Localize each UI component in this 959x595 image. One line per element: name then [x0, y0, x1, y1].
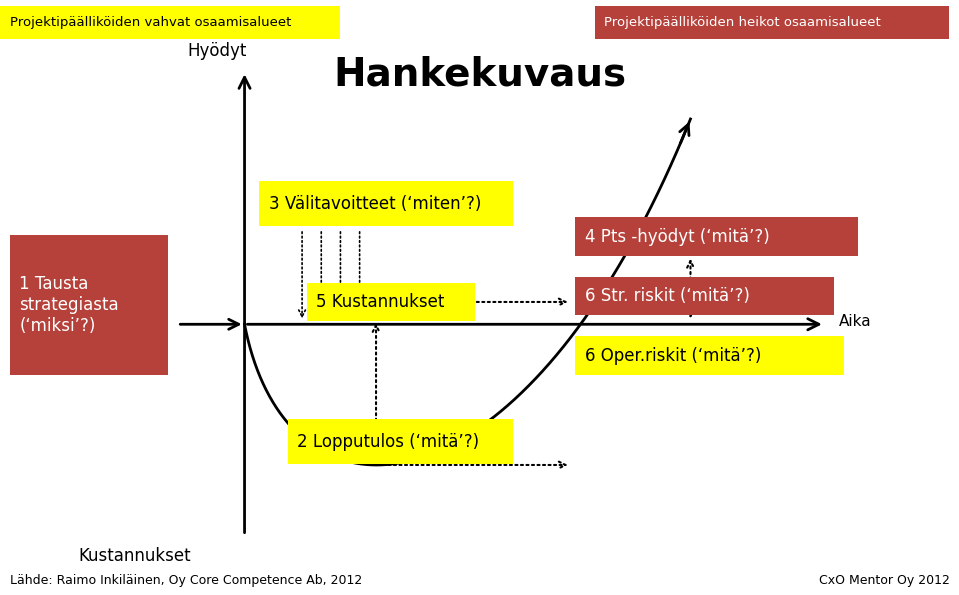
- Text: Projektipäälliköiden vahvat osaamisalueet: Projektipäälliköiden vahvat osaamisaluee…: [10, 15, 291, 29]
- Text: 3 Välitavoitteet (‘miten’?): 3 Välitavoitteet (‘miten’?): [269, 195, 480, 213]
- Text: Kustannukset: Kustannukset: [78, 547, 191, 565]
- FancyBboxPatch shape: [288, 419, 513, 464]
- Text: CxO Mentor Oy 2012: CxO Mentor Oy 2012: [819, 574, 949, 587]
- FancyBboxPatch shape: [595, 6, 949, 39]
- Text: 4 Pts -hyödyt (‘mitä’?): 4 Pts -hyödyt (‘mitä’?): [585, 227, 770, 246]
- Text: 2 Lopputulos (‘mitä’?): 2 Lopputulos (‘mitä’?): [297, 433, 480, 451]
- FancyBboxPatch shape: [307, 283, 475, 321]
- FancyBboxPatch shape: [0, 6, 340, 39]
- Text: Lähde: Raimo Inkiläinen, Oy Core Competence Ab, 2012: Lähde: Raimo Inkiläinen, Oy Core Compete…: [10, 574, 362, 587]
- FancyBboxPatch shape: [10, 235, 168, 375]
- FancyBboxPatch shape: [575, 217, 858, 256]
- Text: 5 Kustannukset: 5 Kustannukset: [316, 293, 445, 311]
- Text: 1 Tausta
strategiasta
(‘miksi’?): 1 Tausta strategiasta (‘miksi’?): [19, 275, 119, 335]
- Text: Aika: Aika: [839, 314, 872, 329]
- FancyBboxPatch shape: [575, 336, 844, 375]
- Text: 6 Oper.riskit (‘mitä’?): 6 Oper.riskit (‘mitä’?): [585, 346, 761, 365]
- FancyBboxPatch shape: [575, 277, 834, 315]
- Text: Hankekuvaus: Hankekuvaus: [333, 55, 626, 93]
- Text: Projektipäälliköiden heikot osaamisalueet: Projektipäälliköiden heikot osaamisaluee…: [604, 15, 881, 29]
- Text: Hyödyt: Hyödyt: [187, 42, 246, 60]
- FancyBboxPatch shape: [259, 181, 513, 226]
- Text: 6 Str. riskit (‘mitä’?): 6 Str. riskit (‘mitä’?): [585, 287, 750, 305]
